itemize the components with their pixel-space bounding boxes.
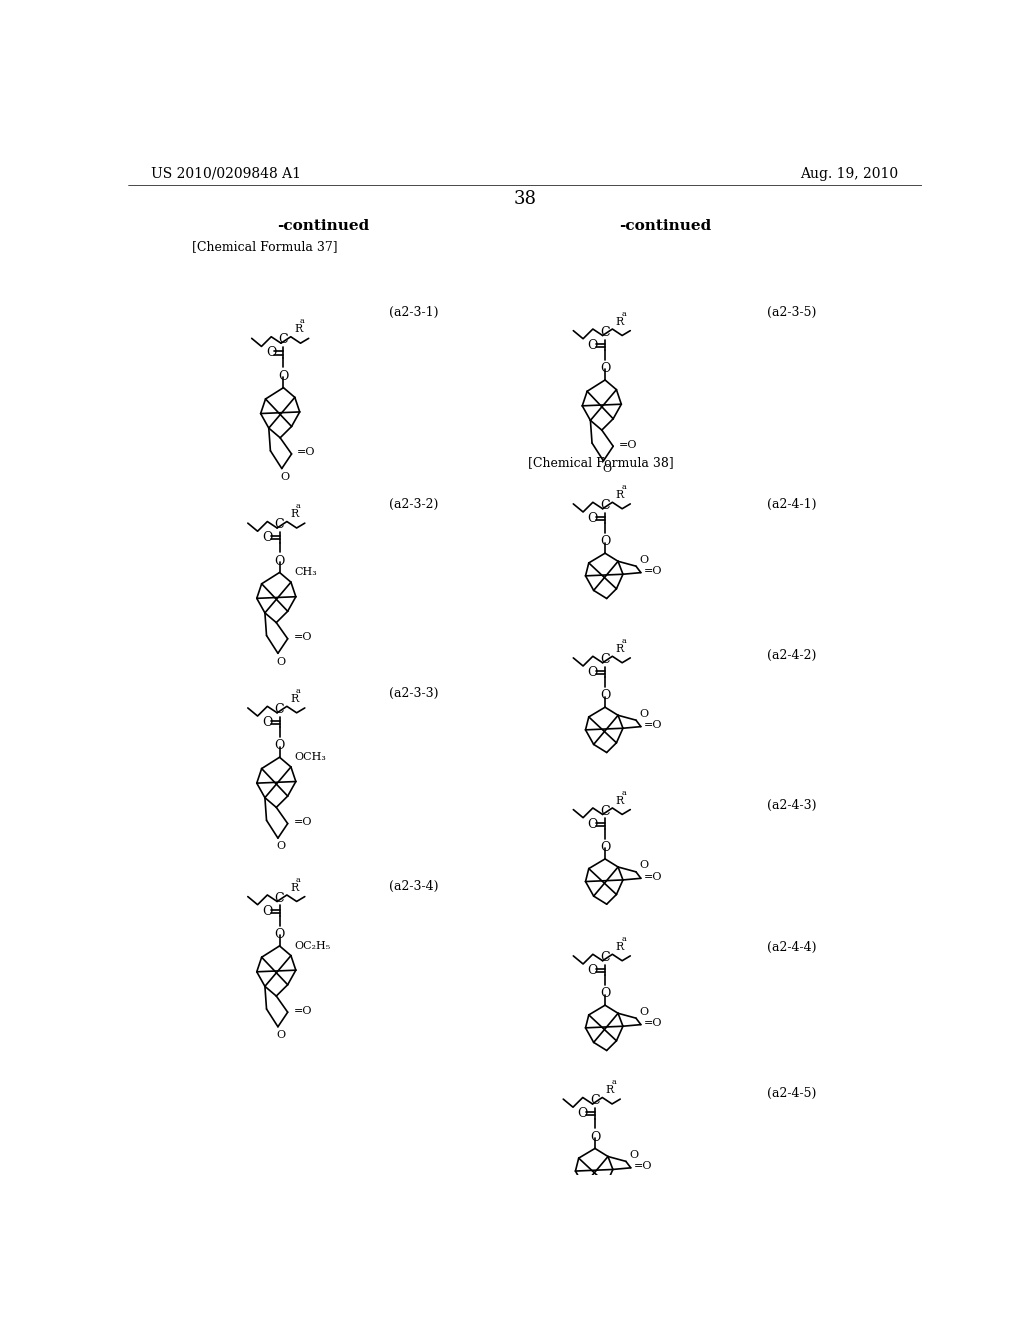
Text: =O: =O <box>644 719 663 730</box>
Text: =O: =O <box>618 440 637 450</box>
Text: 38: 38 <box>513 190 537 209</box>
Text: O: O <box>600 362 610 375</box>
Text: O: O <box>588 964 598 977</box>
Text: =O: =O <box>644 566 663 576</box>
Text: C: C <box>600 805 610 817</box>
Text: (a2-3-4): (a2-3-4) <box>388 879 438 892</box>
Text: C: C <box>600 950 610 964</box>
Text: O: O <box>590 1131 600 1143</box>
Text: [Chemical Formula 37]: [Chemical Formula 37] <box>191 240 337 253</box>
Text: O: O <box>602 465 611 474</box>
Text: O: O <box>274 554 285 568</box>
Text: a: a <box>296 502 301 511</box>
Text: O: O <box>588 339 598 351</box>
Text: a: a <box>622 638 627 645</box>
Text: O: O <box>639 1007 648 1016</box>
Text: (a2-4-2): (a2-4-2) <box>767 648 816 661</box>
Text: a: a <box>622 935 627 942</box>
Text: OCH₃: OCH₃ <box>294 752 326 762</box>
Text: O: O <box>276 656 286 667</box>
Text: O: O <box>588 512 598 525</box>
Text: R: R <box>615 490 624 500</box>
Text: a: a <box>300 317 304 326</box>
Text: -continued: -continued <box>618 219 712 234</box>
Text: -continued: -continued <box>278 219 370 234</box>
Text: O: O <box>578 1107 588 1121</box>
Text: US 2010/0209848 A1: US 2010/0209848 A1 <box>152 166 301 181</box>
Text: (a2-3-2): (a2-3-2) <box>389 499 438 511</box>
Text: O: O <box>600 987 610 1001</box>
Text: O: O <box>629 1150 638 1160</box>
Text: a: a <box>296 686 301 696</box>
Text: (a2-4-4): (a2-4-4) <box>767 941 816 954</box>
Text: (a2-4-1): (a2-4-1) <box>767 499 816 511</box>
Text: a: a <box>296 875 301 883</box>
Text: R: R <box>290 510 298 519</box>
Text: O: O <box>276 841 286 851</box>
Text: O: O <box>639 709 648 718</box>
Text: O: O <box>279 370 289 383</box>
Text: =O: =O <box>294 817 312 826</box>
Text: R: R <box>615 796 624 805</box>
Text: C: C <box>600 653 610 667</box>
Text: OC₂H₅: OC₂H₅ <box>294 941 331 950</box>
Text: (a2-4-3): (a2-4-3) <box>767 799 816 812</box>
Text: O: O <box>274 928 285 941</box>
Text: R: R <box>615 942 624 952</box>
Text: R: R <box>294 325 302 334</box>
Text: O: O <box>262 904 272 917</box>
Text: O: O <box>639 554 648 565</box>
Text: O: O <box>262 715 272 729</box>
Text: =O: =O <box>297 447 315 457</box>
Text: (a2-4-5): (a2-4-5) <box>767 1088 816 1101</box>
Text: O: O <box>276 1030 286 1040</box>
Text: C: C <box>274 704 285 715</box>
Text: C: C <box>600 499 610 512</box>
Text: R: R <box>605 1085 613 1096</box>
Text: (a2-3-3): (a2-3-3) <box>388 686 438 700</box>
Text: (a2-3-5): (a2-3-5) <box>767 306 816 319</box>
Text: =O: =O <box>634 1162 652 1171</box>
Text: =O: =O <box>294 1006 312 1015</box>
Text: C: C <box>600 326 610 339</box>
Text: a: a <box>622 483 627 491</box>
Text: C: C <box>279 334 288 346</box>
Text: R: R <box>615 644 624 653</box>
Text: a: a <box>622 310 627 318</box>
Text: O: O <box>639 861 648 870</box>
Text: =O: =O <box>294 632 312 642</box>
Text: C: C <box>590 1094 600 1107</box>
Text: O: O <box>588 817 598 830</box>
Text: R: R <box>290 694 298 704</box>
Text: R: R <box>290 883 298 892</box>
Text: a: a <box>611 1078 616 1086</box>
Text: Aug. 19, 2010: Aug. 19, 2010 <box>800 166 898 181</box>
Text: =O: =O <box>644 871 663 882</box>
Text: =O: =O <box>644 1018 663 1028</box>
Text: O: O <box>600 689 610 702</box>
Text: [Chemical Formula 38]: [Chemical Formula 38] <box>528 455 674 469</box>
Text: R: R <box>615 317 624 327</box>
Text: O: O <box>262 531 272 544</box>
Text: O: O <box>274 739 285 752</box>
Text: (a2-3-1): (a2-3-1) <box>388 306 438 319</box>
Text: a: a <box>622 788 627 797</box>
Text: C: C <box>274 519 285 531</box>
Text: O: O <box>266 346 276 359</box>
Text: O: O <box>600 841 610 854</box>
Text: CH₃: CH₃ <box>294 568 317 577</box>
Text: O: O <box>281 471 290 482</box>
Text: O: O <box>588 667 598 678</box>
Text: O: O <box>600 536 610 548</box>
Text: C: C <box>274 892 285 904</box>
